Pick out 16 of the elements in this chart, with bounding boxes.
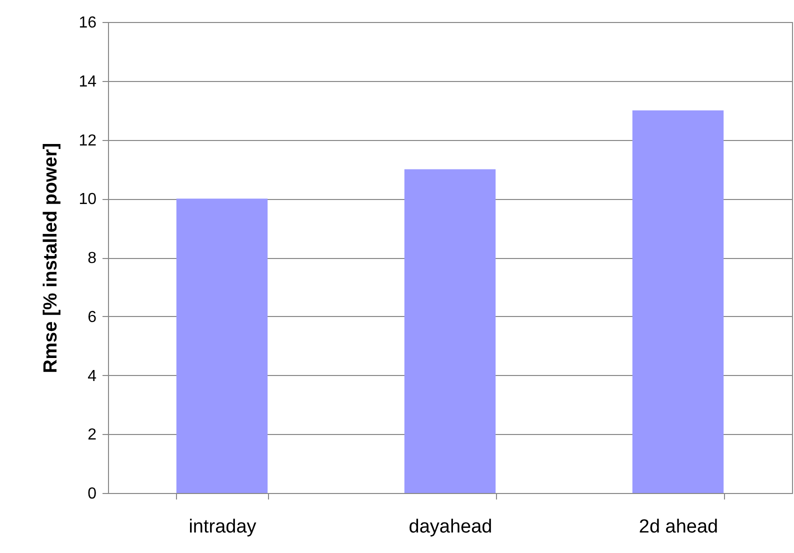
bar [176,198,268,493]
y-tick-label: 6 [88,308,97,326]
bar [632,110,724,493]
x-tick-label: dayahead [408,516,492,538]
y-tick-label: 8 [88,250,97,267]
y-tick-label: 2 [88,426,97,444]
y-tick-label: 0 [88,486,97,502]
bar [404,169,496,493]
x-tick-label: 2d ahead [638,516,718,538]
y-tick-label: 14 [78,73,97,90]
y-tick-label: 10 [78,191,97,208]
x-tick-label: intraday [188,516,257,538]
y-tick-label: 4 [88,368,97,385]
y-tick-label: 16 [78,14,97,32]
y-axis-title: Rmse [% installed power] [40,142,62,374]
y-tick-label: 12 [78,132,97,150]
